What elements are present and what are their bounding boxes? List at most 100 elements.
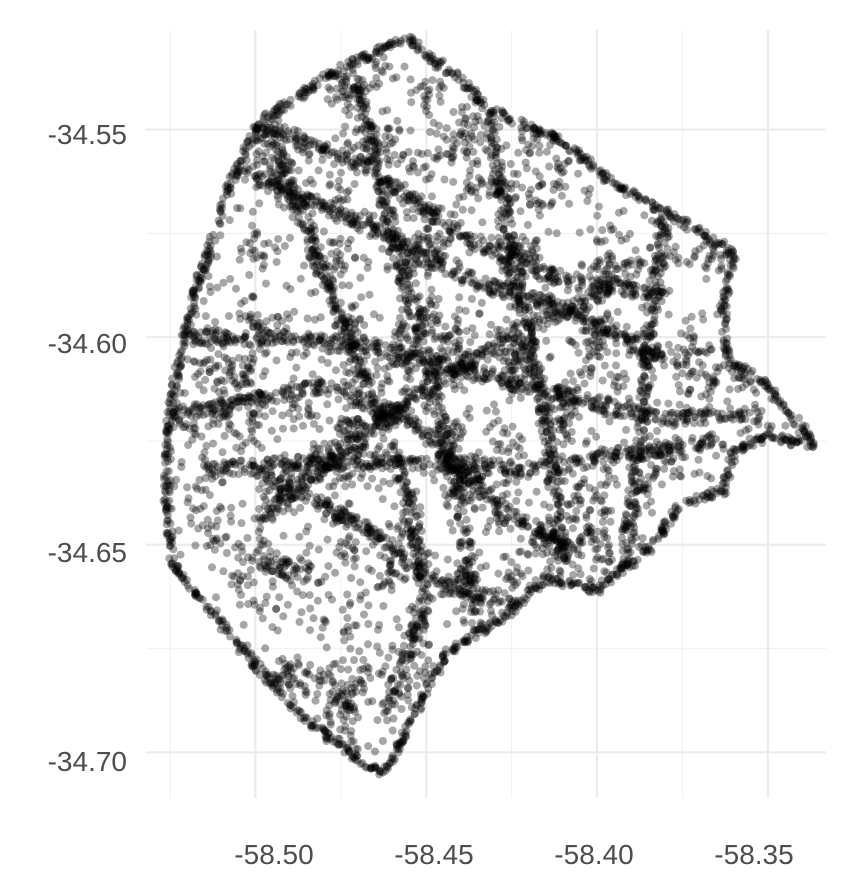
data-point — [192, 271, 201, 280]
data-point — [204, 248, 213, 257]
data-point — [161, 482, 170, 491]
data-point — [384, 40, 393, 49]
data-point — [193, 270, 202, 279]
data-point — [262, 671, 271, 680]
data-point — [162, 503, 171, 512]
data-point — [372, 47, 381, 56]
data-point — [179, 324, 188, 333]
data-point — [394, 748, 403, 757]
data-point — [175, 363, 184, 372]
data-point — [399, 736, 408, 745]
data-point — [295, 89, 304, 98]
data-point — [621, 510, 630, 519]
data-point — [231, 175, 240, 184]
data-point — [504, 115, 513, 124]
data-point — [324, 729, 333, 738]
data-point — [640, 332, 649, 341]
data-point — [649, 535, 658, 544]
data-point — [269, 681, 278, 690]
data-point — [310, 76, 319, 85]
data-point — [324, 71, 333, 80]
data-point — [614, 401, 623, 410]
data-point — [344, 747, 353, 755]
data-point — [397, 36, 405, 45]
data-point — [656, 204, 665, 213]
data-point — [273, 107, 282, 115]
data-point — [175, 351, 184, 360]
data-point — [194, 276, 203, 285]
data-point — [180, 342, 189, 351]
data-point — [392, 740, 401, 748]
data-point — [784, 409, 793, 417]
data-point — [382, 42, 391, 51]
data-point — [189, 289, 198, 298]
data-point — [163, 421, 172, 430]
data-point — [327, 733, 336, 742]
data-point — [408, 33, 417, 42]
data-point — [369, 763, 378, 772]
data-point — [641, 283, 649, 292]
data-point — [270, 679, 279, 688]
data-point — [258, 664, 267, 673]
data-point — [439, 651, 448, 660]
data-point — [386, 43, 395, 52]
data-point — [464, 267, 473, 276]
data-point — [275, 99, 284, 108]
data-point — [286, 95, 295, 104]
data-point — [383, 762, 392, 770]
data-point — [381, 448, 390, 457]
data-point — [396, 39, 405, 48]
data-point — [218, 621, 227, 630]
data-point — [209, 230, 218, 239]
data-point — [165, 410, 174, 419]
data-point — [353, 103, 362, 112]
data-point — [271, 388, 280, 397]
data-point — [674, 412, 683, 421]
data-point — [440, 657, 449, 666]
data-point — [176, 362, 185, 371]
data-point — [319, 726, 328, 735]
data-point — [166, 420, 175, 429]
data-point — [206, 247, 215, 256]
data-point — [379, 768, 388, 777]
data-point — [266, 678, 275, 687]
data-point — [250, 656, 259, 665]
data-point — [389, 754, 398, 763]
data-point — [417, 698, 426, 707]
data-point — [172, 370, 181, 379]
data-point — [230, 335, 239, 344]
data-point — [459, 83, 468, 92]
data-point — [165, 504, 174, 512]
data-point — [489, 109, 498, 117]
data-point — [325, 73, 333, 82]
data-point — [318, 723, 327, 732]
data-point — [269, 107, 278, 116]
data-point — [250, 661, 259, 670]
data-point — [166, 519, 175, 528]
data-point — [224, 185, 233, 194]
data-point — [563, 277, 572, 286]
data-point — [165, 554, 174, 563]
data-point — [164, 467, 173, 476]
data-point — [398, 738, 407, 747]
data-point — [216, 208, 225, 216]
data-point — [178, 573, 187, 581]
data-point — [198, 274, 207, 283]
data-point — [214, 216, 223, 225]
data-point — [216, 201, 225, 209]
data-point — [322, 735, 331, 743]
data-point — [276, 683, 285, 692]
data-point — [166, 443, 174, 452]
data-point — [223, 180, 232, 188]
data-point — [230, 165, 239, 173]
data-point — [356, 760, 365, 769]
data-point — [303, 88, 312, 97]
data-point — [177, 361, 185, 370]
data-point — [191, 591, 200, 600]
data-point — [440, 657, 449, 665]
data-point — [177, 360, 185, 369]
data-point — [190, 298, 199, 307]
data-point — [201, 251, 210, 260]
data-point — [226, 184, 235, 193]
data-point — [327, 69, 336, 78]
